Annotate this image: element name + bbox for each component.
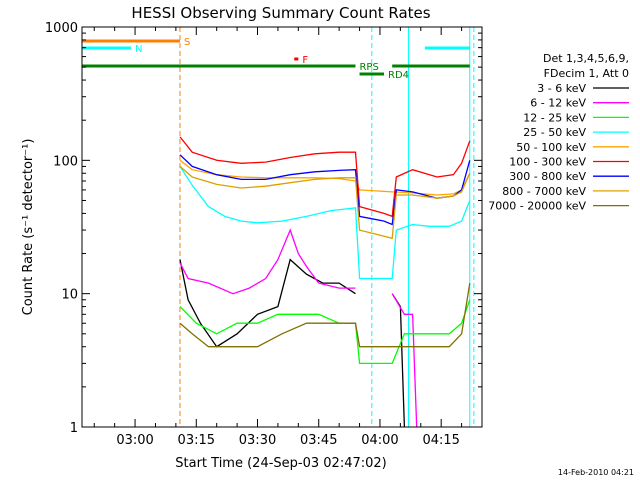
series-layer: [179, 136, 471, 428]
chart-title: HESSI Observing Summary Count Rates: [131, 4, 430, 22]
legend-header-line-1: Det 1,3,4,5,6,9,: [543, 52, 629, 65]
series-line-100-300-kev: [179, 136, 471, 218]
legend-label-6-12-kev: 6 - 12 keV: [530, 97, 586, 110]
flag-label-s: S: [184, 37, 190, 48]
series-line-7000-20000-kev: [179, 282, 471, 348]
series-line-25-50-kev: [179, 166, 471, 280]
plot-frame: [81, 26, 483, 428]
y-tick-label-1000: 1000: [45, 21, 78, 36]
y-axis-label: Count Rate (s⁻¹ detector⁻¹): [21, 139, 36, 316]
legend-label-300-800-kev: 300 - 800 keV: [509, 170, 586, 183]
x-axis-label: Start Time (24-Sep-03 02:47:02): [175, 456, 386, 471]
x-tick-label-03-00: 03:00: [116, 433, 153, 448]
legend-label-25-50-kev: 25 - 50 keV: [523, 126, 586, 139]
legend-label-800-7000-kev: 800 - 7000 keV: [502, 185, 586, 198]
y-tick-label-10: 10: [61, 288, 78, 303]
legend-label-3-6-kev: 3 - 6 keV: [537, 82, 586, 95]
legend-label-100-300-kev: 100 - 300 keV: [509, 156, 586, 169]
flag-label-n: N: [135, 44, 142, 55]
flag-label-f: F: [302, 55, 308, 66]
x-tick-label-03-30: 03:30: [239, 433, 276, 448]
x-tick-label-03-45: 03:45: [300, 433, 337, 448]
flag-label-rps: RPS: [359, 62, 378, 73]
legend-label-7000-20000-kev: 7000 - 20000 keV: [488, 200, 586, 213]
series-line-50-100-kev: [179, 159, 471, 196]
legend-label-50-100-kev: 50 - 100 keV: [516, 141, 586, 154]
footer-timestamp: 14-Feb-2010 04:21: [558, 468, 634, 477]
x-axis: 03:00 03:15 03:30 03:45 04:00 04:15: [93, 27, 483, 448]
legend-header-line-2: FDecim 1, Att 0: [544, 67, 629, 80]
y-tick-label-1: 1: [70, 421, 78, 436]
flag-label-rd4: RD4: [388, 70, 409, 81]
legend-label-12-25-kev: 12 - 25 keV: [523, 111, 586, 124]
series-line-800-7000-kev: [179, 165, 471, 240]
y-axis: 1 10 100 1000: [45, 21, 482, 436]
legend: Det 1,3,4,5,6,9, FDecim 1, Att 0 3 - 6 k…: [488, 52, 629, 213]
y-tick-label-100: 100: [53, 154, 78, 169]
x-tick-label-03-15: 03:15: [178, 433, 215, 448]
series-line-6-12-kev-part-1: [179, 228, 356, 295]
series-line-6-12-kev-part-2: [391, 293, 418, 428]
x-tick-label-04-00: 04:00: [361, 433, 398, 448]
series-line-3-6-kev-part-1: [179, 258, 356, 348]
x-tick-label-04-15: 04:15: [422, 433, 459, 448]
flag-bars: S N F RPS RD4: [82, 37, 470, 81]
